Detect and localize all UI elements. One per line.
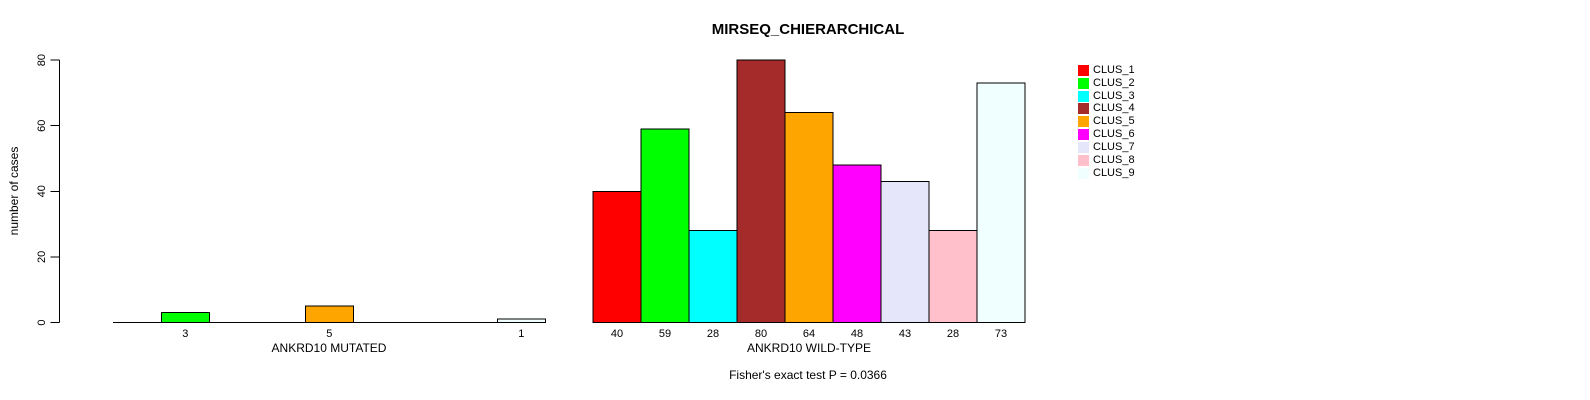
legend-label: CLUS_5: [1093, 115, 1135, 128]
bar-ankrd10-wild-type-clus-3: [688, 230, 738, 323]
bar-ankrd10-mutated-clus-2: [160, 312, 210, 324]
legend-label: CLUS_9: [1093, 166, 1135, 179]
legend-label: CLUS_7: [1093, 140, 1135, 153]
legend-item-clus-6: CLUS_6: [1078, 128, 1135, 141]
legend-item-clus-8: CLUS_8: [1078, 154, 1135, 167]
bar-value-label: 64: [803, 328, 815, 340]
bar-ankrd10-wild-type-clus-1: [592, 190, 642, 323]
legend-swatch-clus-9: [1078, 167, 1089, 179]
bar-ankrd10-wild-type-clus-2: [640, 128, 690, 323]
bar-value-label: 48: [851, 328, 863, 340]
legend-label: CLUS_1: [1093, 63, 1135, 76]
bar-value-label: 80: [755, 328, 767, 340]
bar-ankrd10-mutated-clus-5: [304, 305, 354, 324]
y-axis-tick-label: 40: [36, 185, 48, 197]
y-axis-tick-label: 20: [36, 251, 48, 263]
chart-title: MIRSEQ_CHIERARCHICAL: [711, 21, 905, 38]
legend-swatch-clus-5: [1078, 116, 1089, 128]
bar-value-label: 40: [611, 328, 623, 340]
bar-ankrd10-wild-type-clus-7: [880, 180, 930, 323]
legend-label: CLUS_8: [1093, 153, 1135, 166]
legend-item-clus-1: CLUS_1: [1078, 64, 1135, 77]
legend-item-clus-2: CLUS_2: [1078, 77, 1135, 90]
fisher-test-annotation: Fisher's exact test P = 0.0366: [729, 368, 887, 382]
legend-swatch-clus-7: [1078, 141, 1089, 153]
bar-value-label: 1: [518, 328, 524, 340]
legend-swatch-clus-4: [1078, 103, 1089, 115]
legend-label: CLUS_4: [1093, 102, 1135, 115]
bar-ankrd10-wild-type-clus-5: [784, 112, 834, 323]
bar-ankrd10-wild-type-clus-4: [736, 59, 786, 323]
group-label-ankrd10-wild-type: ANKRD10 WILD-TYPE: [746, 341, 872, 355]
bar-ankrd10-wild-type-clus-9: [976, 82, 1026, 323]
legend: CLUS_1 CLUS_2 CLUS_3 CLUS_4 CLUS_5 CLUS_6 CLUS…: [1078, 64, 1135, 180]
y-axis-tick-label: 0: [36, 319, 48, 325]
legend-swatch-clus-1: [1078, 64, 1089, 76]
legend-swatch-clus-8: [1078, 154, 1089, 166]
legend-item-clus-3: CLUS_3: [1078, 90, 1135, 103]
legend-label: CLUS_6: [1093, 128, 1135, 141]
bar-value-label: 73: [995, 328, 1007, 340]
bar-value-label: 28: [707, 328, 719, 340]
y-axis-tick-label: 60: [36, 120, 48, 132]
bar-value-label: 28: [947, 328, 959, 340]
legend-swatch-clus-3: [1078, 90, 1089, 102]
bar-value-label: 5: [326, 328, 332, 340]
bar-ankrd10-wild-type-clus-6: [832, 164, 882, 323]
legend-label: CLUS_3: [1093, 89, 1135, 102]
group-label-ankrd10-mutated: ANKRD10 MUTATED: [271, 341, 387, 355]
legend-item-clus-4: CLUS_4: [1078, 103, 1135, 116]
legend-item-clus-5: CLUS_5: [1078, 115, 1135, 128]
legend-item-clus-7: CLUS_7: [1078, 141, 1135, 154]
legend-label: CLUS_2: [1093, 76, 1135, 89]
bar-value-label: 43: [899, 328, 911, 340]
legend-swatch-clus-2: [1078, 77, 1089, 89]
bar-value-label: 59: [659, 328, 671, 340]
bar-value-label: 3: [182, 328, 188, 340]
bar-ankrd10-wild-type-clus-8: [928, 230, 978, 323]
y-axis-tick-label: 80: [36, 54, 48, 66]
legend-item-clus-9: CLUS_9: [1078, 167, 1135, 180]
legend-swatch-clus-6: [1078, 129, 1089, 141]
